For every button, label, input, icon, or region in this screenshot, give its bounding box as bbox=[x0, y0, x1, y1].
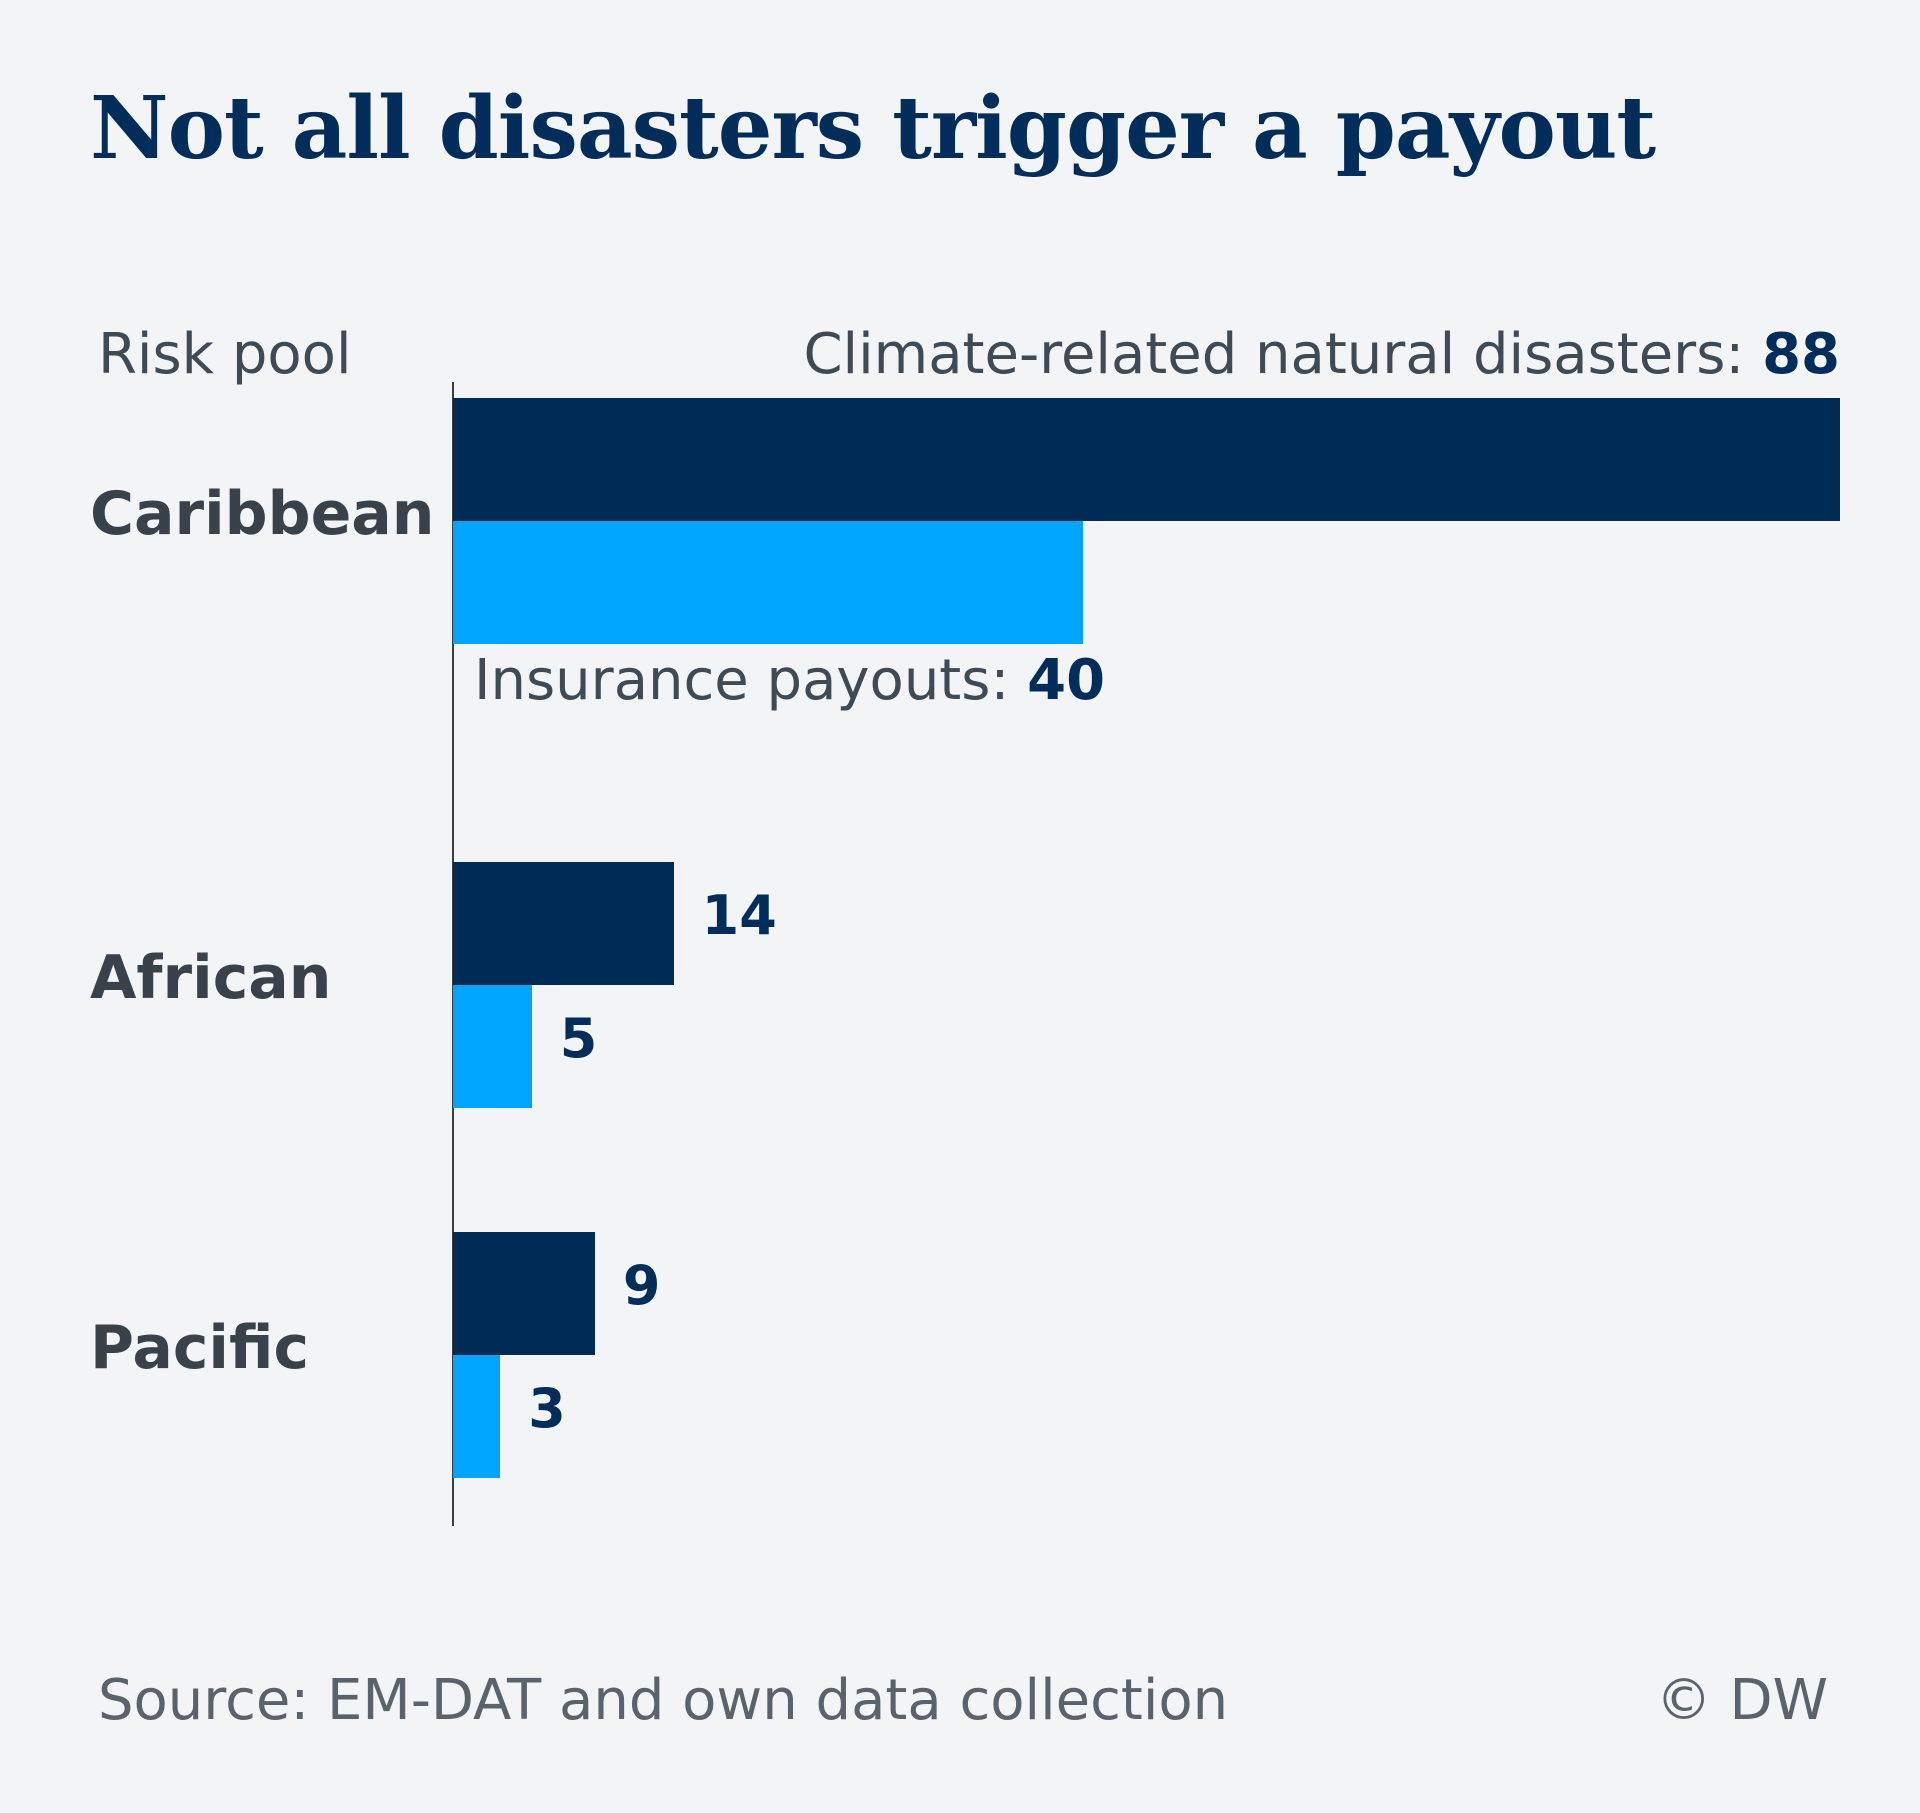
bar-african-disasters bbox=[453, 862, 674, 985]
disasters-series-label: Climate-related natural disasters: bbox=[803, 322, 1745, 387]
disasters-series-total: 88 bbox=[1762, 322, 1840, 387]
value-label-african-payouts: 5 bbox=[559, 1007, 598, 1070]
bar-caribbean-disasters bbox=[453, 398, 1840, 521]
value-label-african-disasters: 14 bbox=[701, 884, 777, 947]
source-note: Source: EM-DAT and own data collection bbox=[98, 1668, 1229, 1733]
disasters-series-header: Climate-related natural disasters: 88 bbox=[803, 322, 1840, 387]
bar-caribbean-payouts bbox=[453, 521, 1084, 644]
category-label-african: African bbox=[90, 943, 332, 1013]
category-label-caribbean: Caribbean bbox=[90, 479, 435, 549]
value-label-pacific-disasters: 9 bbox=[622, 1254, 661, 1317]
category-axis-title: Risk pool bbox=[98, 322, 352, 387]
bar-pacific-disasters bbox=[453, 1232, 595, 1355]
bar-pacific-payouts bbox=[453, 1355, 501, 1478]
payouts-series-label: Insurance payouts: bbox=[474, 648, 1010, 713]
payouts-series-legend: Insurance payouts: 40 bbox=[474, 648, 1105, 713]
bar-african-payouts bbox=[453, 985, 532, 1108]
copyright-credit: © DW bbox=[1655, 1668, 1828, 1733]
payouts-series-total: 40 bbox=[1027, 648, 1106, 713]
chart-title: Not all disasters trigger a payout bbox=[90, 78, 1656, 179]
category-label-pacific: Pacific bbox=[90, 1313, 310, 1383]
value-label-pacific-payouts: 3 bbox=[528, 1377, 566, 1440]
